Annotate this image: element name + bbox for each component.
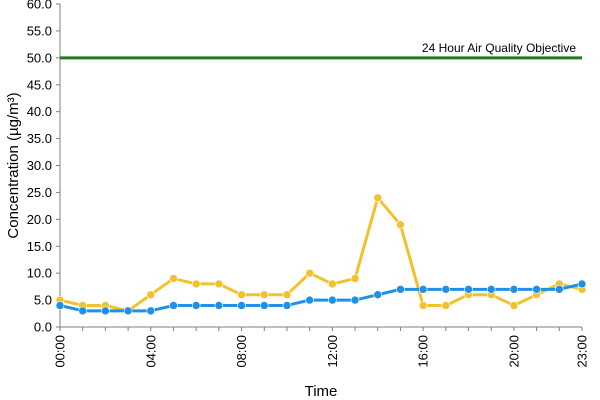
series-0-point xyxy=(146,290,156,300)
y-tick-label: 45.0 xyxy=(27,77,52,92)
series-1-point xyxy=(350,295,360,305)
reference-line-group: 24 Hour Air Quality Objective xyxy=(60,41,582,60)
series-1-point xyxy=(373,290,383,300)
x-tick-label: 04:00 xyxy=(143,335,158,368)
series-1-point xyxy=(555,285,564,294)
y-tick-label: 60.0 xyxy=(27,0,52,12)
y-tick-labels: 0.0 5.0 10.0 15.0 20.0 25.0 30.0 35.0 40.0 45.0 50… xyxy=(27,0,60,335)
series-1-point xyxy=(123,306,133,316)
series-1-point xyxy=(191,301,201,310)
series-0-point xyxy=(441,301,451,310)
y-tick-label: 25.0 xyxy=(27,185,52,200)
series-1-point xyxy=(418,285,428,294)
y-tick-label: 50.0 xyxy=(27,50,52,65)
series-1-point xyxy=(282,301,292,310)
y-tick-label: 30.0 xyxy=(27,158,52,173)
y-tick-label: 35.0 xyxy=(27,131,52,146)
x-tick-label: 20:00 xyxy=(506,335,521,368)
y-tick-label: 40.0 xyxy=(27,104,52,119)
y-axis-title: Concentration (µg/m³) xyxy=(5,92,22,238)
series-1-point xyxy=(237,301,246,310)
series-0-point xyxy=(237,290,246,300)
series-0-point xyxy=(328,279,337,289)
series-1-point xyxy=(78,306,87,316)
series-1-point xyxy=(509,285,519,294)
series-0-point xyxy=(350,274,360,283)
reference-line-label: 24 Hour Air Quality Objective xyxy=(422,41,576,55)
x-tick-label: 00:00 xyxy=(53,335,68,368)
series-0-point xyxy=(305,268,314,278)
y-tick-label: 15.0 xyxy=(27,239,52,254)
x-tick-label: 12:00 xyxy=(325,335,340,368)
series-1-point xyxy=(328,295,337,305)
series-1-point xyxy=(441,285,451,294)
x-axis-title: Time xyxy=(305,383,338,400)
series-0-line xyxy=(59,196,583,313)
series-1-point xyxy=(464,285,473,294)
series-1-point xyxy=(486,285,496,294)
series-0-point xyxy=(418,301,428,310)
x-tick-labels: 00:00 04:00 08:00 12:00 16:00 20:00 23:00 xyxy=(53,327,590,368)
series-0-point xyxy=(509,301,519,310)
series-1-point xyxy=(101,306,110,316)
x-tick-label: 08:00 xyxy=(234,335,249,368)
x-tick-label: 23:00 xyxy=(575,335,590,368)
series-1-point xyxy=(55,301,65,310)
series-1-point xyxy=(305,295,314,305)
y-tick-label: 55.0 xyxy=(27,23,52,38)
series-1 xyxy=(55,279,587,316)
series-1-point xyxy=(396,285,405,294)
series-0-point xyxy=(373,193,383,203)
series-0-point xyxy=(214,279,224,289)
series-1-point xyxy=(532,285,541,294)
series-1-point xyxy=(169,301,178,310)
series-1-point xyxy=(577,279,587,289)
series-0 xyxy=(55,193,587,316)
series-0-point xyxy=(191,279,201,289)
series-0-point xyxy=(169,274,178,283)
x-tick-label: 16:00 xyxy=(416,335,431,368)
series-1-point xyxy=(259,301,269,310)
series-0-point xyxy=(259,290,269,300)
series-0-point xyxy=(282,290,292,300)
series-0-point xyxy=(396,220,405,230)
series-1-point xyxy=(146,306,156,316)
y-tick-label: 20.0 xyxy=(27,212,52,227)
y-tick-label: 10.0 xyxy=(27,266,52,281)
series-1-point xyxy=(214,301,224,310)
series-group xyxy=(55,193,587,316)
y-tick-label: 0.0 xyxy=(34,320,52,335)
y-tick-label: 5.0 xyxy=(34,293,52,308)
series-1-line xyxy=(59,282,583,313)
